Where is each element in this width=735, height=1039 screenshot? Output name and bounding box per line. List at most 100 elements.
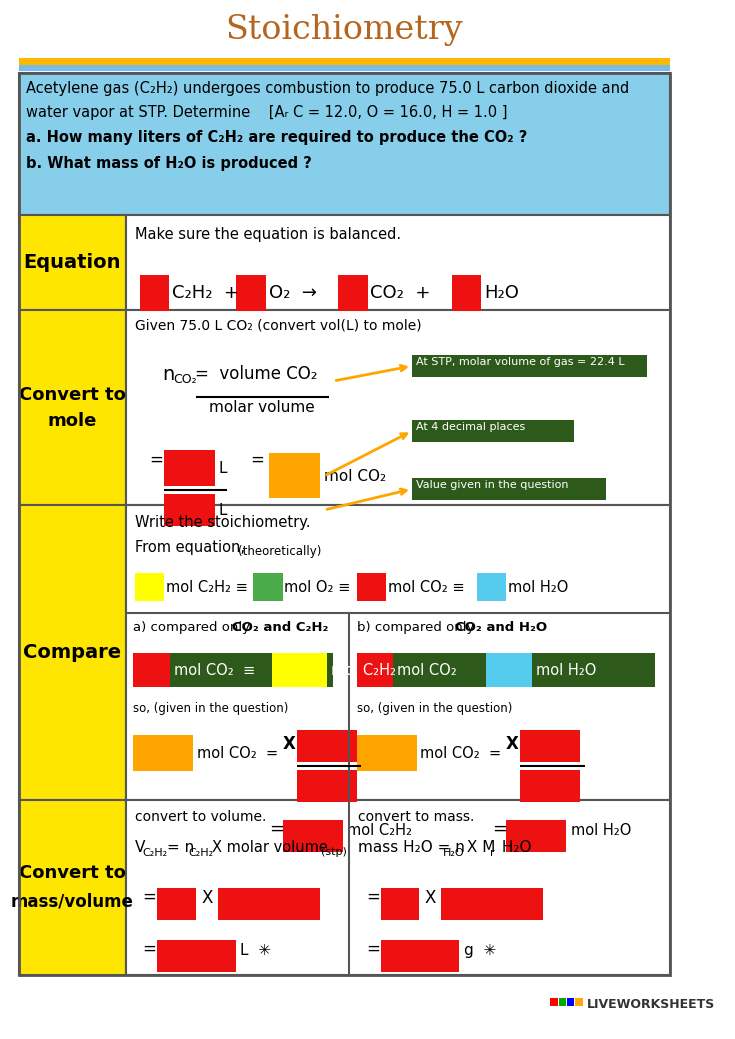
Bar: [20, 800, 126, 975]
Text: =: =: [366, 940, 380, 958]
Bar: [140, 275, 169, 311]
Bar: [451, 275, 481, 311]
Text: =: =: [143, 888, 156, 906]
Bar: [576, 998, 583, 1006]
Text: Make sure the equation is balanced.: Make sure the equation is balanced.: [135, 227, 401, 242]
Bar: [126, 800, 670, 975]
Bar: [126, 215, 670, 310]
Text: L: L: [218, 503, 226, 517]
Text: convert to mass.: convert to mass.: [359, 810, 475, 824]
Text: mol O₂ ≡: mol O₂ ≡: [284, 580, 351, 594]
Text: mol C₂H₂ ≡: mol C₂H₂ ≡: [166, 580, 248, 594]
Text: b) compared only: b) compared only: [356, 621, 478, 634]
Text: so, (given in the question): so, (given in the question): [356, 702, 512, 715]
Bar: [165, 494, 215, 526]
Text: (theoretically): (theoretically): [238, 545, 322, 558]
Text: C₂H₂  +: C₂H₂ +: [172, 284, 239, 302]
Bar: [338, 275, 368, 311]
Text: Value given in the question: Value given in the question: [415, 480, 568, 490]
Text: mol CO₂ ≡: mol CO₂ ≡: [388, 580, 465, 594]
Bar: [476, 572, 506, 601]
Text: mol C₂H₂: mol C₂H₂: [331, 663, 395, 677]
Bar: [551, 998, 558, 1006]
Text: LIVEWORKSHEETS: LIVEWORKSHEETS: [587, 997, 716, 1011]
Text: At 4 decimal places: At 4 decimal places: [415, 422, 525, 432]
Text: =: =: [251, 451, 264, 469]
Text: CO₂: CO₂: [173, 373, 197, 387]
Text: H₂O: H₂O: [484, 284, 519, 302]
Bar: [157, 888, 196, 920]
Text: X: X: [425, 889, 437, 907]
Bar: [20, 65, 670, 71]
Text: mol CO₂  =: mol CO₂ =: [197, 746, 278, 761]
Text: mol H₂O: mol H₂O: [571, 823, 631, 837]
Text: mol C₂H₂: mol C₂H₂: [348, 823, 412, 837]
Text: mole: mole: [48, 412, 97, 430]
Bar: [356, 652, 393, 687]
Bar: [356, 735, 417, 771]
Text: C₂H₂: C₂H₂: [143, 848, 168, 858]
Text: X M: X M: [462, 840, 495, 855]
Text: convert to volume.: convert to volume.: [135, 810, 266, 824]
Bar: [20, 505, 126, 800]
Bar: [135, 572, 165, 601]
Text: C₂H₂: C₂H₂: [188, 848, 214, 858]
Text: Convert to: Convert to: [18, 387, 126, 404]
Bar: [296, 770, 356, 802]
Text: =: =: [148, 451, 162, 469]
Text: mol CO₂: mol CO₂: [397, 663, 457, 677]
Text: mol CO₂  =: mol CO₂ =: [420, 746, 501, 761]
Text: Equation: Equation: [24, 252, 121, 271]
Bar: [126, 310, 670, 505]
Bar: [567, 998, 575, 1006]
Bar: [20, 58, 670, 65]
Bar: [126, 505, 670, 800]
Bar: [356, 652, 655, 687]
Text: =  volume CO₂: = volume CO₂: [195, 365, 318, 383]
Text: mol CO₂: mol CO₂: [324, 469, 387, 483]
Text: (stp): (stp): [321, 847, 348, 857]
Bar: [442, 888, 543, 920]
Bar: [520, 770, 580, 802]
Text: CO₂ and H₂O: CO₂ and H₂O: [455, 621, 548, 634]
Text: Acetylene gas (C₂H₂) undergoes combustion to produce 75.0 L carbon dioxide and: Acetylene gas (C₂H₂) undergoes combustio…: [26, 81, 629, 96]
Text: water vapor at STP. Determine    [Aᵣ C = 12.0, O = 16.0, H = 1.0 ]: water vapor at STP. Determine [Aᵣ C = 12…: [26, 105, 507, 119]
Text: Compare: Compare: [23, 642, 121, 662]
Bar: [296, 730, 356, 762]
Text: Write the stoichiometry.: Write the stoichiometry.: [135, 515, 310, 530]
Text: =: =: [492, 820, 507, 838]
Bar: [20, 73, 670, 975]
Text: Convert to: Convert to: [18, 864, 126, 882]
Text: X molar volume: X molar volume: [212, 840, 327, 855]
Text: X: X: [201, 889, 212, 907]
Bar: [271, 652, 327, 687]
Text: molar volume: molar volume: [209, 400, 315, 415]
Text: mol H₂O: mol H₂O: [508, 580, 568, 594]
Bar: [20, 215, 126, 310]
Text: X: X: [283, 735, 295, 753]
Text: r: r: [490, 848, 495, 858]
Bar: [559, 998, 566, 1006]
Text: At STP, molar volume of gas = 22.4 L: At STP, molar volume of gas = 22.4 L: [415, 357, 624, 367]
Text: n: n: [162, 365, 175, 384]
Text: X: X: [506, 735, 519, 753]
Bar: [20, 310, 126, 505]
Text: a) compared only: a) compared only: [133, 621, 254, 634]
Bar: [412, 355, 648, 377]
Bar: [520, 730, 580, 762]
Bar: [486, 652, 532, 687]
Text: H₂O: H₂O: [497, 840, 531, 855]
Text: L: L: [218, 460, 226, 476]
Text: g  ✳: g ✳: [464, 942, 496, 958]
Text: O₂  →: O₂ →: [269, 284, 317, 302]
Bar: [269, 453, 320, 498]
Text: L  ✳: L ✳: [240, 942, 271, 958]
Bar: [412, 420, 573, 442]
Bar: [381, 940, 459, 973]
Bar: [20, 73, 670, 215]
Text: CO₂  +: CO₂ +: [370, 284, 431, 302]
Bar: [412, 478, 606, 500]
Text: mass/volume: mass/volume: [11, 893, 134, 910]
Bar: [165, 450, 215, 486]
Text: b. What mass of H₂O is produced ?: b. What mass of H₂O is produced ?: [26, 156, 312, 171]
